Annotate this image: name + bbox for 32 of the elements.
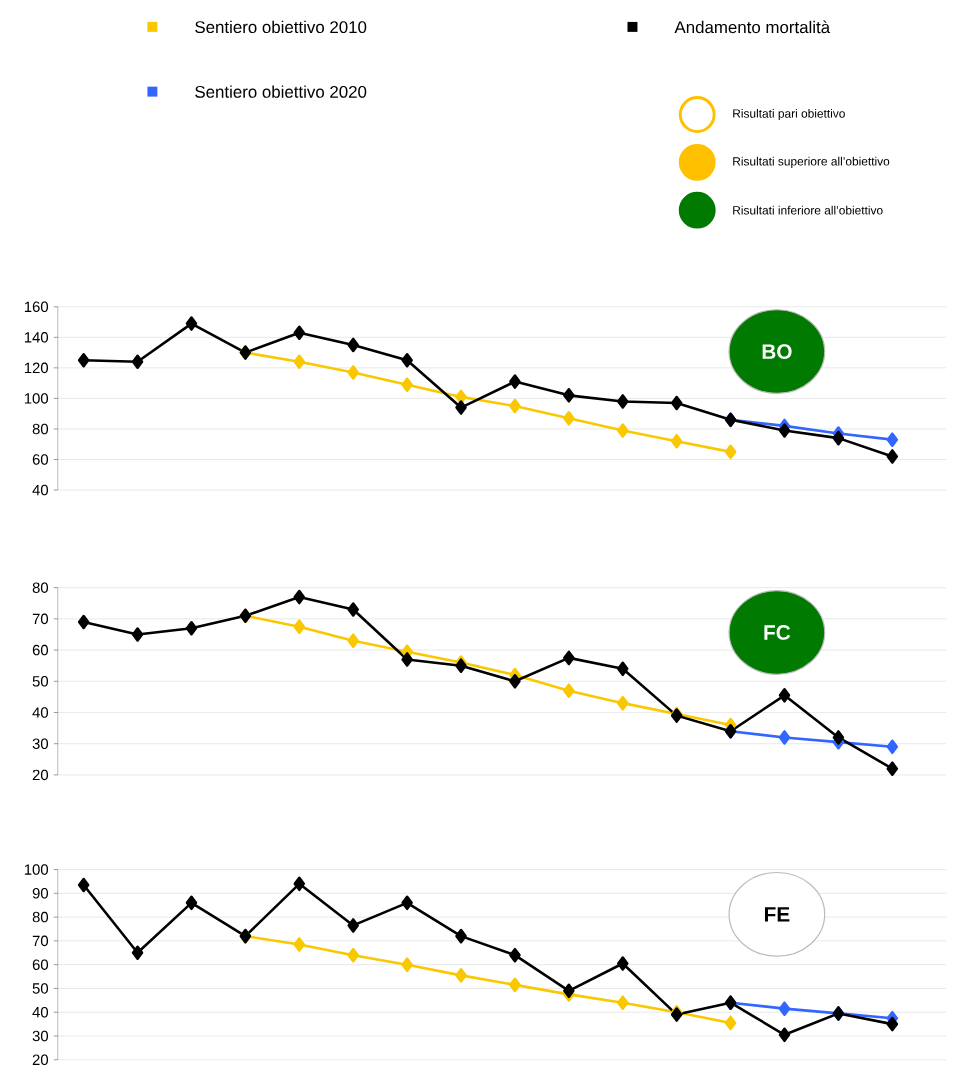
y-tick-label: 30 [32,1030,48,1042]
y-tick-label: 60 [32,959,48,970]
y-tick-label: 20 [32,1054,48,1066]
y-tick-label: 80 [32,911,48,923]
y-tick-label: 80 [32,582,48,593]
annotation: FE [764,907,790,922]
y-tick-label: 40 [32,707,48,718]
y-tick-label: 160 [24,301,48,313]
y-tick-label: 120 [24,362,48,374]
text: Risultati superiore all’obiettivo [733,156,890,168]
y-tick-label: 40 [32,1006,48,1018]
y-tick-label: 60 [32,644,48,656]
y-tick-label: 50 [32,983,48,994]
y-tick-label: 30 [32,738,48,749]
y-tick-label: 100 [24,864,48,875]
legend-label: Andamento mortalità [674,20,831,34]
annotation: FC [764,625,791,640]
y-tick-label: 50 [32,676,48,687]
annotation: BO [762,344,792,359]
y-tick-label: 140 [24,332,48,343]
legend-label: Sentiero obiettivo 2010 [195,20,367,34]
text: Risultati inferiore all’obiettivo [733,205,883,215]
y-tick-label: 100 [24,393,48,404]
legend-label: Sentiero obiettivo 2020 [195,85,367,98]
y-tick-label: 70 [32,935,48,947]
y-tick-label: 40 [32,484,48,496]
y-tick-label: 20 [32,769,48,781]
y-tick-label: 80 [32,423,48,435]
y-tick-label: 90 [32,888,48,899]
y-tick-label: 70 [32,613,48,625]
text: Risultati pari obiettivo [733,109,845,121]
y-tick-label: 60 [32,454,48,465]
